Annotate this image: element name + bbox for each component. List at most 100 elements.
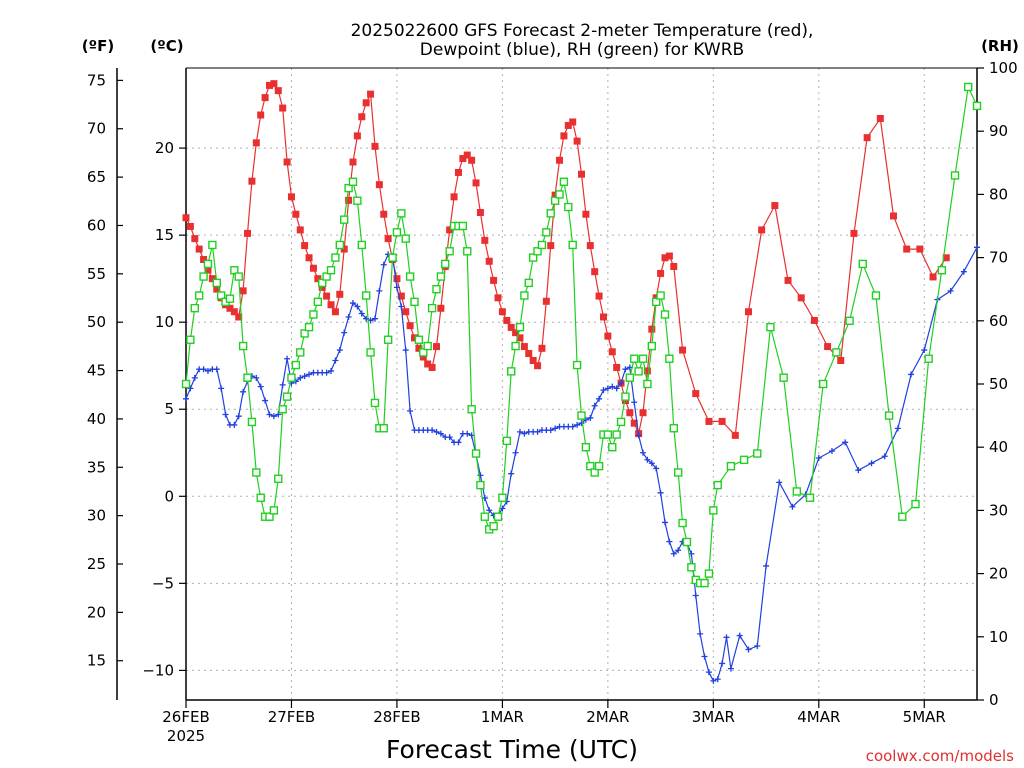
temperature-point bbox=[345, 196, 353, 204]
temperature-point bbox=[850, 229, 858, 237]
rh-point bbox=[524, 278, 533, 288]
temperature-point bbox=[384, 235, 392, 243]
temperature-point bbox=[411, 334, 419, 342]
dewpoint-point bbox=[618, 380, 625, 387]
temperature-point bbox=[327, 301, 335, 309]
temperature-point bbox=[578, 170, 585, 178]
dewpoint-point bbox=[477, 472, 484, 479]
rh-point bbox=[326, 266, 336, 275]
rh-point bbox=[572, 360, 582, 370]
dewpoint-point bbox=[723, 634, 730, 641]
temperature-point bbox=[639, 409, 647, 417]
rh-point bbox=[414, 335, 424, 344]
rh-point bbox=[366, 348, 375, 357]
rh-point bbox=[441, 259, 450, 269]
x-axis-label: Forecast Time (UTC) bbox=[386, 735, 638, 764]
rh-point bbox=[559, 177, 569, 186]
rh-point bbox=[340, 215, 349, 224]
temperature-point bbox=[718, 417, 726, 425]
rh-point bbox=[291, 360, 301, 370]
temperature-point bbox=[731, 431, 739, 439]
rh-point bbox=[678, 518, 687, 528]
fahrenheit-tick-label: 20 bbox=[87, 603, 106, 621]
dewpoint-point bbox=[437, 430, 444, 437]
dewpoint-point bbox=[240, 388, 247, 395]
dewpoint-point bbox=[323, 369, 330, 376]
rh-point bbox=[634, 367, 643, 376]
rh-point bbox=[818, 379, 828, 389]
rh-point bbox=[278, 405, 287, 414]
rh-point bbox=[203, 259, 213, 269]
temperature-point bbox=[296, 226, 304, 234]
dewpoint-point bbox=[600, 387, 607, 394]
temperature-point bbox=[367, 90, 375, 98]
fahrenheit-tick-label: 25 bbox=[87, 555, 106, 573]
dewpoint-point bbox=[270, 413, 277, 420]
time-tick-label: 26FEB bbox=[162, 708, 209, 726]
rh-point bbox=[397, 209, 406, 218]
dewpoint-point bbox=[842, 439, 849, 446]
fahrenheit-tick-label: 65 bbox=[87, 168, 106, 186]
time-tick-label: 4MAR bbox=[797, 708, 840, 726]
rh-point bbox=[673, 468, 683, 477]
rh-point bbox=[493, 512, 503, 521]
rh-point bbox=[520, 291, 529, 300]
temperature-point bbox=[424, 360, 432, 368]
temperature-point bbox=[604, 332, 612, 340]
rh-point bbox=[309, 310, 318, 319]
temperature-point bbox=[599, 313, 607, 321]
temperature-point bbox=[468, 156, 476, 164]
dewpoint-point bbox=[635, 432, 642, 439]
dewpoint-point bbox=[429, 427, 436, 434]
temperature-point bbox=[406, 322, 414, 330]
time-tick-label: 1MAR bbox=[481, 708, 524, 726]
rh-point bbox=[419, 348, 428, 357]
rh-point bbox=[652, 297, 661, 307]
rh-point bbox=[212, 278, 221, 288]
rh-point bbox=[608, 443, 617, 452]
rh-point bbox=[181, 379, 191, 389]
rh-point bbox=[335, 240, 345, 250]
temperature-point bbox=[608, 348, 616, 356]
time-tick-label: 28FEB bbox=[373, 708, 420, 726]
rh-point bbox=[832, 348, 841, 357]
dewpoint-point bbox=[328, 367, 335, 374]
temperature-point bbox=[556, 156, 564, 164]
rh-point bbox=[265, 512, 274, 521]
rh-point bbox=[322, 272, 331, 281]
dewpoint-point bbox=[297, 374, 304, 381]
dewpoint-point bbox=[341, 329, 348, 336]
temperature-point bbox=[744, 308, 752, 316]
rh-point bbox=[898, 512, 907, 521]
temperature-point bbox=[916, 245, 924, 253]
temperature-point bbox=[323, 292, 331, 300]
dewpoint-point bbox=[960, 268, 967, 275]
temperature-point bbox=[283, 158, 291, 166]
dewpoint-point bbox=[697, 630, 704, 637]
credit-label: coolwx.com/models bbox=[866, 747, 1014, 765]
rh-point bbox=[234, 272, 243, 281]
rh-point bbox=[225, 294, 235, 303]
rh-point bbox=[564, 202, 573, 212]
dewpoint-point bbox=[257, 383, 264, 390]
celsius-tick-label: 0 bbox=[164, 487, 174, 505]
rh-point bbox=[186, 335, 195, 344]
dewpoint-point bbox=[235, 413, 242, 420]
rh-point bbox=[533, 247, 542, 256]
dewpoint-point bbox=[828, 448, 835, 455]
temperature-point bbox=[573, 137, 581, 145]
temperature-point bbox=[784, 276, 792, 284]
dewpoint-point bbox=[521, 430, 528, 437]
temperature-point bbox=[279, 104, 287, 112]
dewpoint-point bbox=[727, 665, 734, 672]
rh-point bbox=[937, 266, 947, 275]
temperature-point bbox=[349, 158, 357, 166]
rh-point bbox=[405, 272, 415, 281]
rh-point bbox=[489, 522, 498, 531]
rh-point bbox=[379, 424, 388, 433]
rh-point bbox=[972, 101, 982, 111]
rh-point bbox=[269, 506, 279, 515]
temperature-series bbox=[182, 80, 950, 439]
rh-point bbox=[594, 461, 604, 471]
temperature-point bbox=[797, 294, 805, 302]
